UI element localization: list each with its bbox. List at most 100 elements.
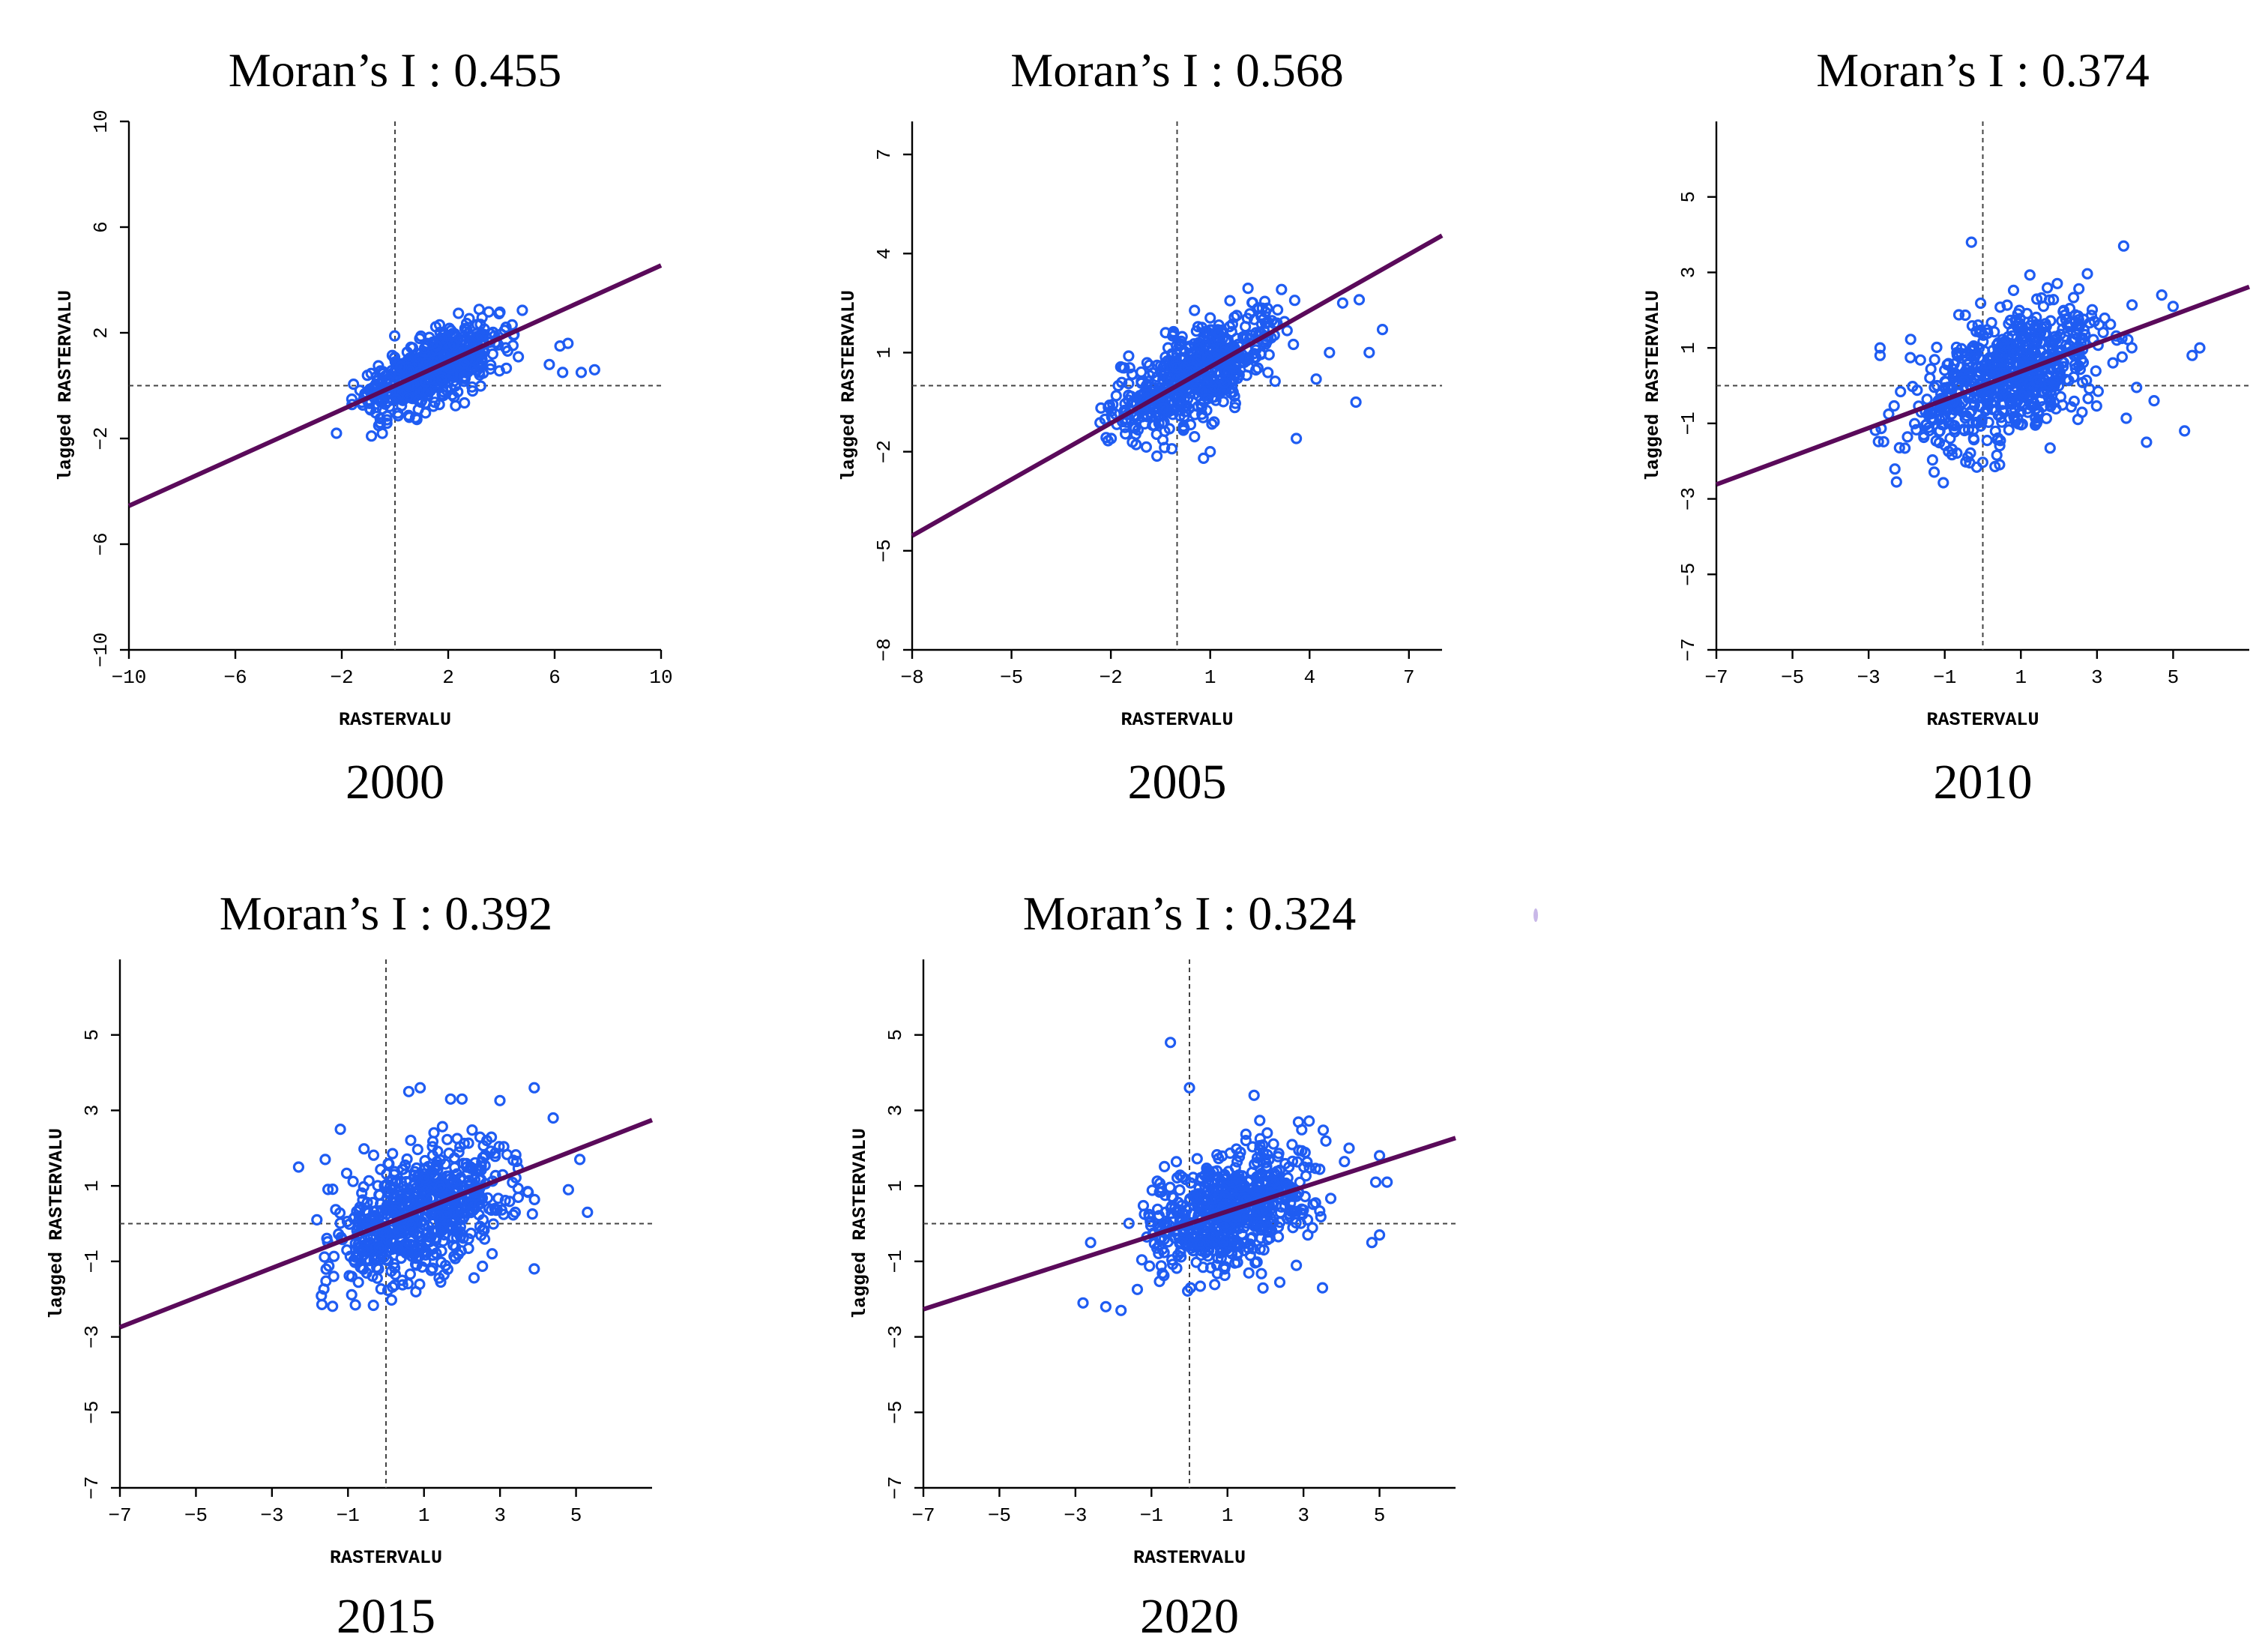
scatter-point	[351, 1205, 363, 1217]
x-tick-label: −10	[112, 666, 147, 689]
scatter-point	[2054, 328, 2066, 340]
scatter-point	[417, 1219, 429, 1231]
scatter-point	[478, 323, 490, 335]
scatter-point	[2045, 385, 2057, 397]
panel-title: Moran’s I : 0.324	[1023, 887, 1356, 940]
scatter-point	[1366, 1237, 1378, 1249]
y-tick-label: −3	[81, 1325, 103, 1348]
scatter-point	[562, 1184, 575, 1196]
y-tick-label: −5	[873, 539, 896, 562]
scatter-point	[389, 1268, 402, 1280]
scatter-point	[1286, 1139, 1298, 1151]
x-axis-label: RASTERVALU	[330, 1547, 442, 1569]
scatter-point	[2040, 412, 2052, 424]
scatter-point	[2031, 376, 2043, 388]
scatter-point	[1211, 1148, 1223, 1161]
scatter-point	[428, 1127, 440, 1139]
scatter-point	[390, 393, 402, 406]
scatter-point	[1257, 1147, 1269, 1159]
scatter-point	[2126, 299, 2138, 311]
scatter-point	[458, 1137, 470, 1150]
scatter-point	[448, 1161, 461, 1174]
moran-panel-2010: Moran’s I : 0.374 2010 −7 −5 −3 −1 1 3 5 −7 −5 −3 −1…	[1642, 43, 2251, 810]
scatter-point	[1919, 419, 1931, 431]
scatter-point	[388, 330, 401, 342]
scatter-point	[2099, 312, 2111, 325]
scatter-point	[516, 304, 528, 316]
scatter-point	[1307, 1199, 1319, 1211]
scatter-point	[1230, 368, 1242, 380]
scatter-point	[1216, 1150, 1228, 1162]
scatter-point	[1890, 476, 1902, 488]
x-tick-label: 10	[649, 666, 672, 689]
y-tick-label: 10	[90, 109, 112, 133]
scatter-point	[468, 1272, 480, 1284]
scatter-point	[1982, 390, 1994, 402]
scatter-point	[1197, 1261, 1209, 1273]
scatter-point	[1314, 1163, 1326, 1175]
scatter-point	[2032, 323, 2044, 335]
scatter-point	[1183, 388, 1195, 400]
scatter-point	[1135, 1254, 1148, 1266]
scatter-point	[396, 1274, 408, 1286]
y-tick-label: 7	[873, 148, 896, 160]
scatter-point	[1228, 1239, 1241, 1251]
scatter-point	[1173, 397, 1185, 409]
scatter-point	[1151, 359, 1163, 371]
scatter-point	[379, 398, 391, 410]
scatter-point	[383, 1158, 395, 1170]
scatter-point	[1946, 384, 1958, 396]
y-tick-label: 5	[884, 1029, 907, 1041]
y-tick-label: 6	[90, 221, 112, 233]
scatter-point	[409, 412, 422, 423]
scatter-point	[1196, 385, 1209, 397]
scatter-point	[414, 333, 426, 345]
scatter-point	[376, 427, 388, 439]
scatter-point	[1994, 435, 2006, 447]
scatter-point	[1899, 442, 1911, 454]
scatter-point	[492, 1193, 504, 1205]
scatter-point	[1261, 1208, 1273, 1220]
scatter-point	[1184, 1177, 1197, 1189]
scatter-point	[1218, 1221, 1230, 1233]
scatter-point	[1994, 459, 2006, 471]
scatter-point	[2090, 365, 2102, 377]
scatter-point	[2090, 400, 2102, 412]
scatter-point	[509, 1206, 522, 1219]
scatter-point	[2073, 283, 2085, 295]
scatter-point	[1353, 294, 1366, 306]
scatter-point	[333, 1228, 345, 1240]
scatter-point	[1904, 352, 1916, 364]
scatter-point	[1166, 330, 1179, 342]
scatter-point	[1210, 326, 1222, 338]
scatter-point	[2075, 333, 2087, 345]
scatter-point	[1209, 1279, 1221, 1291]
y-tick-label: −5	[884, 1401, 907, 1424]
scatter-point	[1297, 1208, 1309, 1220]
scatter-point	[1980, 358, 1992, 370]
scatter-point	[1991, 339, 2003, 351]
scatter-point	[1244, 1238, 1256, 1250]
scatter-point	[1174, 1246, 1186, 1258]
scatter-point	[356, 1262, 369, 1274]
scatter-point	[1324, 346, 1336, 358]
scatter-point	[1255, 1220, 1267, 1232]
scatter-point	[429, 1170, 441, 1182]
scatter-point	[447, 1239, 459, 1252]
scatter-point	[409, 1258, 422, 1270]
scatter-point	[1968, 399, 1980, 412]
scatter-point	[327, 1300, 339, 1312]
scatter-point	[1204, 445, 1216, 458]
scatter-point	[1223, 1246, 1235, 1258]
scatter-point	[1288, 338, 1300, 351]
scatter-point	[435, 1256, 447, 1268]
scatter-point	[405, 341, 417, 353]
scatter-point	[1201, 1165, 1213, 1177]
scatter-point	[420, 357, 432, 369]
scatter-point	[1239, 321, 1252, 333]
scatter-point	[1369, 1176, 1382, 1188]
scatter-point	[486, 1248, 498, 1260]
scatter-point	[2074, 364, 2086, 376]
scatter-point	[1246, 1141, 1258, 1153]
scatter-point	[460, 317, 473, 330]
